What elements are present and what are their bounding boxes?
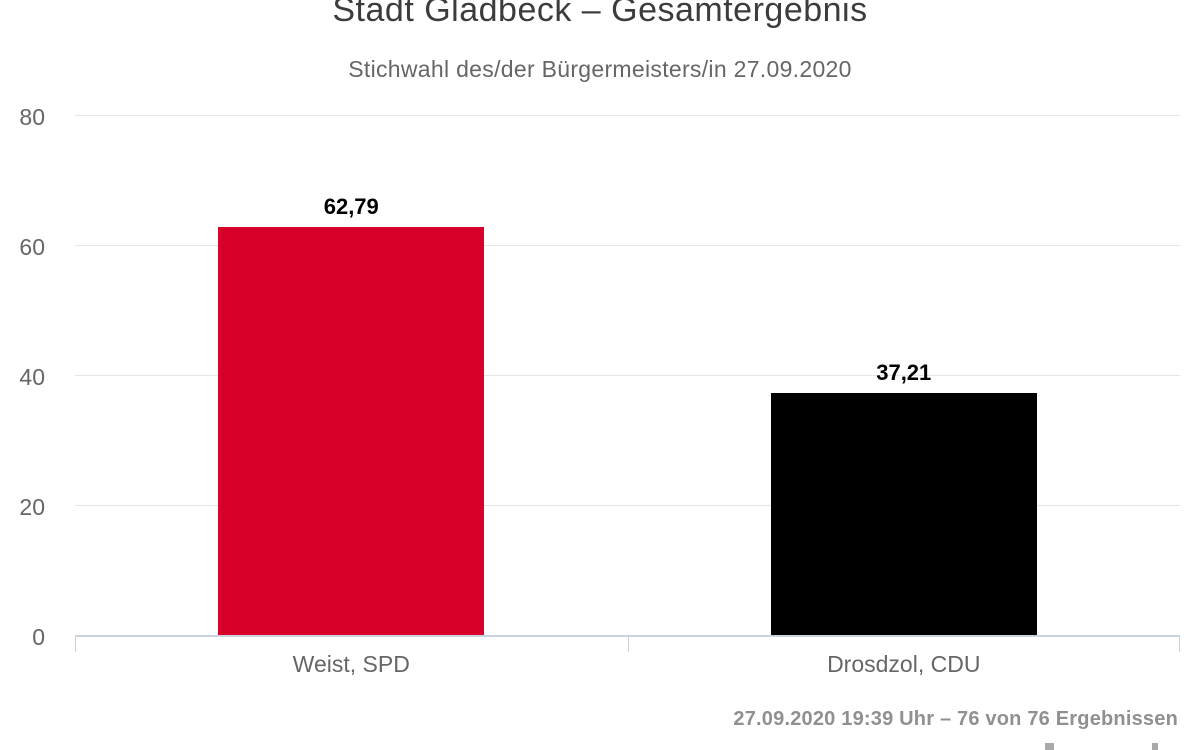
bar-value-label: 62,79 <box>323 193 379 219</box>
bar-drosdzol-cdu[interactable] <box>770 393 1037 635</box>
y-axis-tick-label: 80 <box>19 104 45 130</box>
cutoff-text-fragment <box>1045 743 1054 750</box>
category-label-weist-spd: Weist, SPD <box>292 651 410 677</box>
chart-title: Stadt Gladbeck – Gesamtergebnis <box>332 0 868 29</box>
gridline <box>75 505 1180 506</box>
status-line: 27.09.2020 19:39 Uhr – 76 von 76 Ergebni… <box>733 708 1178 730</box>
gridline <box>75 245 1180 246</box>
x-axis-tick <box>1179 635 1180 652</box>
x-axis-tick <box>75 635 76 652</box>
y-axis-tick-label: 20 <box>19 494 45 520</box>
y-axis-tick-label: 40 <box>19 364 45 390</box>
chart-subtitle: Stichwahl des/der Bürgermeisters/in 27.0… <box>348 56 852 82</box>
x-axis-tick <box>627 635 629 652</box>
y-axis-tick-label: 60 <box>19 234 45 260</box>
bar-weist-spd[interactable] <box>218 226 485 635</box>
gridline <box>75 115 1180 116</box>
bar-value-label: 37,21 <box>876 360 932 386</box>
category-label-drosdzol-cdu: Drosdzol, CDU <box>827 651 981 677</box>
gridline <box>75 375 1180 376</box>
plot-area <box>75 115 1180 637</box>
cutoff-text-fragment <box>1152 743 1158 750</box>
y-axis-tick-label: 0 <box>32 624 45 650</box>
